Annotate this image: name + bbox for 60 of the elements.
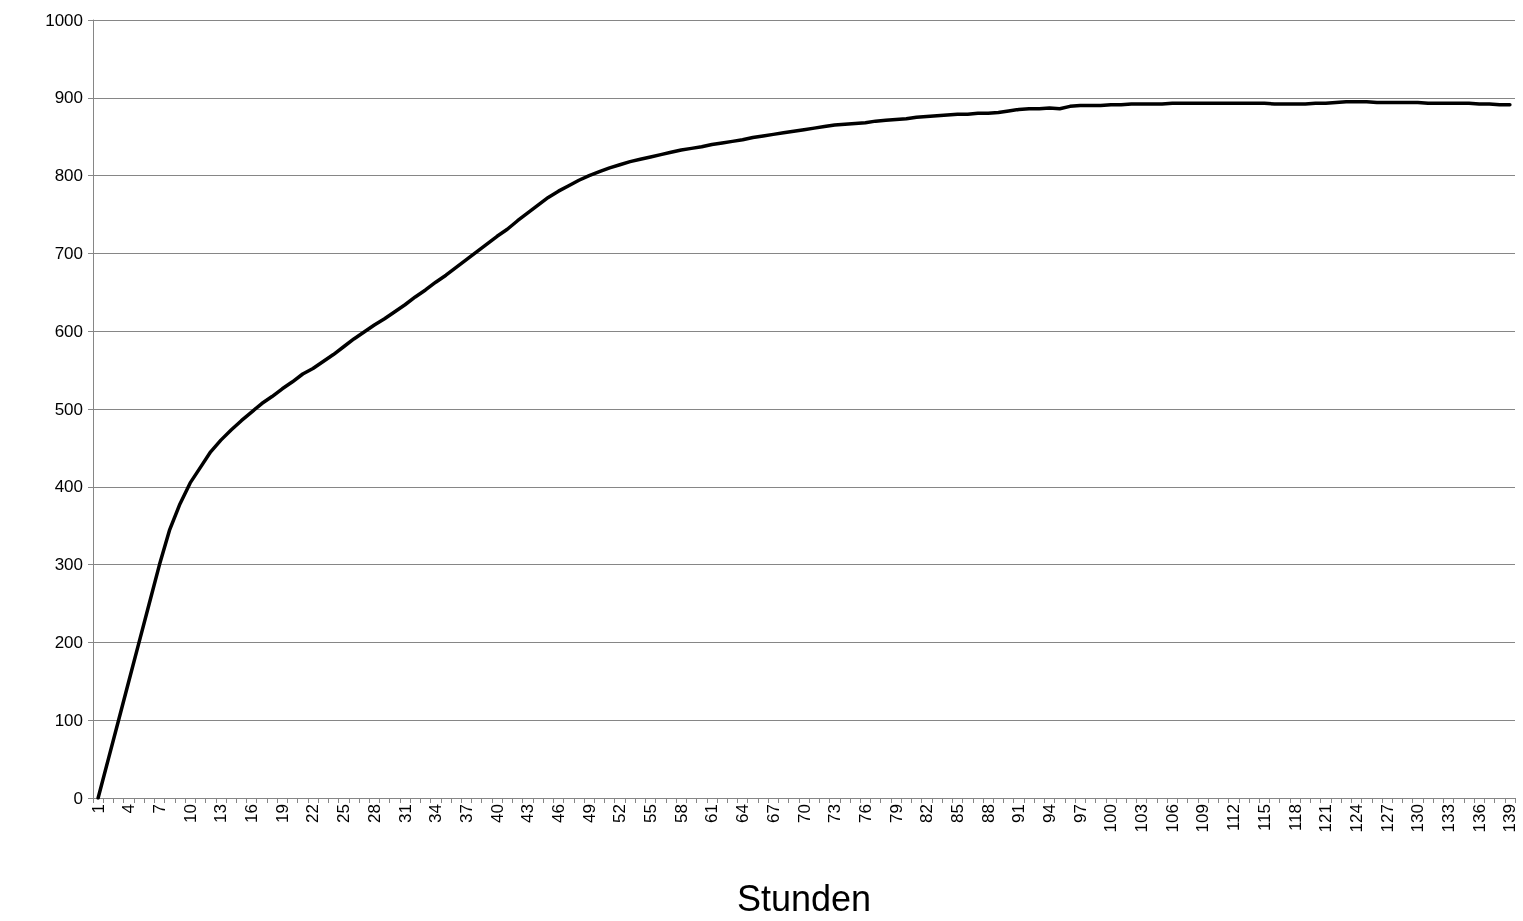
x-tick-label: 16	[242, 804, 262, 823]
x-tick-label: 127	[1377, 804, 1397, 833]
x-tick-label: 136	[1469, 804, 1489, 833]
x-tick-label: 130	[1408, 804, 1428, 833]
x-tick-label: 133	[1439, 804, 1458, 833]
x-tick-label: 100	[1101, 804, 1121, 833]
x-tick-label: 73	[825, 804, 845, 823]
x-tick-label: 103	[1132, 804, 1152, 833]
x-tick-label: 43	[518, 804, 538, 823]
y-tick-label: 0	[73, 788, 83, 808]
y-tick-label: 600	[54, 321, 83, 341]
y-tick-label: 700	[54, 243, 83, 263]
x-tick-label: 70	[794, 804, 814, 823]
y-tick-label: 100	[54, 710, 83, 730]
x-tick-label: 25	[334, 804, 354, 823]
x-tick-label: 124	[1346, 804, 1366, 833]
x-tick-label: 52	[610, 804, 630, 823]
x-tick-label: 64	[733, 804, 753, 823]
x-tick-label: 22	[303, 804, 323, 823]
x-tick-label: 49	[579, 804, 599, 823]
x-tick-label: 31	[395, 804, 415, 823]
x-tick-label: 88	[978, 804, 998, 823]
x-tick-label: 7	[150, 804, 169, 814]
line-series	[96, 99, 1512, 800]
x-tick-label: 46	[548, 804, 568, 823]
x-tick-label: 118	[1285, 804, 1305, 832]
y-tick-label: 500	[54, 399, 83, 419]
y-tick-label: 400	[54, 477, 83, 497]
x-tick-label: 115	[1254, 804, 1274, 832]
x-tick-label: 10	[180, 804, 200, 823]
x-tick-label: 28	[364, 804, 384, 823]
x-tick-label: 58	[671, 804, 691, 823]
x-tick-label: 55	[641, 804, 661, 823]
x-tick-label: 76	[855, 804, 875, 823]
x-tick-label: 121	[1316, 804, 1336, 833]
x-tick-label: 67	[763, 804, 783, 823]
y-tick-label: 900	[54, 88, 83, 108]
x-tick-label: 112	[1224, 804, 1244, 832]
x-axis-title: Stunden	[736, 877, 872, 919]
x-tick-label: 34	[426, 804, 446, 823]
x-tick-label: 79	[886, 804, 906, 823]
y-tick-label: 800	[54, 166, 83, 186]
x-tick-label: 61	[702, 804, 722, 823]
x-tick-label: 1	[88, 804, 108, 814]
x-tick-label: 97	[1070, 804, 1090, 823]
x-tick-label: 13	[211, 804, 231, 823]
x-tick-label: 19	[272, 804, 292, 823]
x-tick-label: 85	[947, 804, 967, 823]
x-tick-label: 109	[1193, 804, 1213, 833]
y-tick-label: 1000	[45, 10, 83, 30]
x-tick-label: 139	[1500, 804, 1520, 833]
x-tick-label: 94	[1040, 804, 1060, 823]
x-tick-label: 91	[1009, 804, 1029, 823]
x-tick-label: 40	[487, 804, 507, 823]
x-tick-label: 106	[1162, 804, 1182, 833]
x-tick-label: 82	[917, 804, 937, 823]
y-tick-label: 200	[54, 632, 83, 652]
x-tick-label: 4	[119, 804, 139, 814]
y-tick-label: 300	[54, 555, 83, 575]
x-tick-label: 37	[456, 804, 476, 823]
